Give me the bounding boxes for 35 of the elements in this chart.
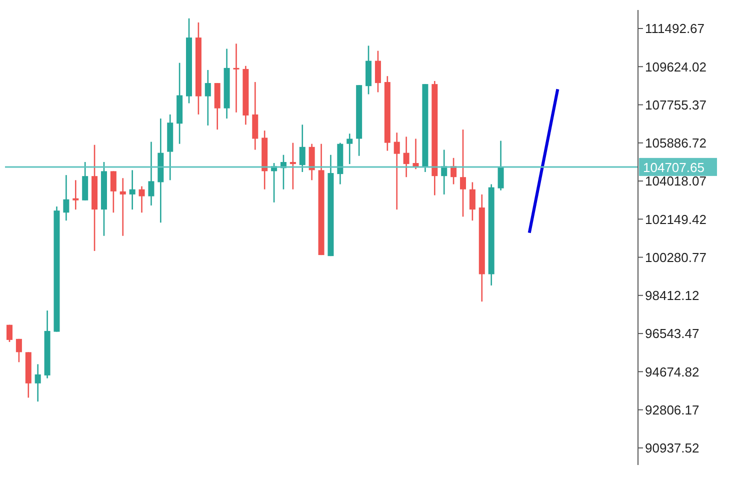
- y-tick-label: 105886.72: [645, 136, 706, 151]
- candlestick: [16, 338, 22, 363]
- y-tick-label: 90937.52: [645, 440, 700, 456]
- candlestick: [498, 140, 504, 192]
- candlestick: [233, 43, 240, 114]
- candlestick: [204, 69, 211, 126]
- candlestick: [460, 128, 466, 218]
- candlestick: [394, 132, 400, 210]
- candlestick: [6, 324, 12, 343]
- y-tick-label: 100280.77: [645, 250, 706, 265]
- y-tick-label: 102149.42: [645, 212, 706, 227]
- candlestick: [346, 132, 353, 165]
- y-tick-label: 104018.07: [645, 174, 706, 189]
- candlestick: [290, 142, 296, 190]
- y-tick-label: 96543.47: [645, 326, 700, 342]
- y-tick-label: 94674.82: [645, 364, 700, 380]
- candlestick: [403, 136, 410, 178]
- candlestick: [63, 174, 70, 222]
- candlestick: [299, 124, 306, 173]
- y-tick-label: 98412.12: [645, 288, 700, 304]
- candlestick: [34, 364, 41, 402]
- candlestick: [110, 170, 116, 214]
- candlestick: [129, 170, 136, 210]
- candlestick: [308, 143, 315, 181]
- ref-line-label: 104707.65: [643, 160, 704, 175]
- candlestick: [120, 177, 126, 237]
- candlestick: [148, 141, 154, 206]
- candlestick: [374, 50, 381, 93]
- y-tick-label: 92806.17: [645, 402, 700, 418]
- candlestick: [138, 186, 145, 214]
- y-tick-label: 107755.37: [645, 97, 706, 112]
- y-tick-label: 111492.67: [645, 21, 705, 36]
- candlestick: [469, 182, 476, 222]
- candlestick: [72, 180, 79, 210]
- y-tick-label: 109624.02: [645, 59, 706, 74]
